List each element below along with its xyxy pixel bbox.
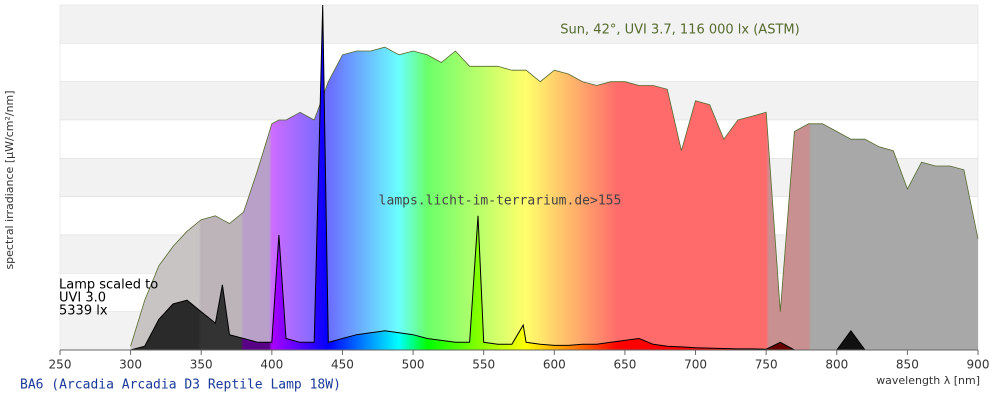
x-tick-label: 250: [49, 358, 72, 372]
x-tick-label: 550: [472, 358, 495, 372]
x-tick-label: 500: [402, 358, 425, 372]
x-axis-label: wavelength λ [nm]: [876, 374, 980, 387]
x-tick-label: 900: [967, 358, 990, 372]
x-tick-label: 700: [684, 358, 707, 372]
x-tick-label: 400: [260, 358, 283, 372]
lamp-label: 5339 lx: [59, 304, 108, 319]
sun-label: Sun, 42°, UVI 3.7, 116 000 lx (ASTM): [560, 23, 799, 38]
x-tick-label: 600: [543, 358, 566, 372]
x-tick-label: 650: [613, 358, 636, 372]
area: [130, 47, 979, 350]
x-tick-label: 800: [825, 358, 848, 372]
line: [130, 46, 979, 347]
x-tick-label: 350: [190, 358, 213, 372]
grid-band: [59, 4, 979, 44]
lamp-label: Lamp scaled to: [59, 278, 158, 293]
x-tick-label: 450: [331, 358, 354, 372]
y-axis-label: spectral irradiance [µW/cm²/nm]: [3, 90, 16, 269]
lamp-label: UVI 3.0: [59, 291, 106, 306]
x-tick-label: 300: [119, 358, 142, 372]
chart-title: BA6 (Arcadia Arcadia D3 Reptile Lamp 18W…: [20, 378, 341, 393]
x-tick-label: 850: [896, 358, 919, 372]
watermark: lamps.licht-im-terrarium.de>155: [379, 194, 622, 209]
x-tick-label: 750: [755, 358, 778, 372]
